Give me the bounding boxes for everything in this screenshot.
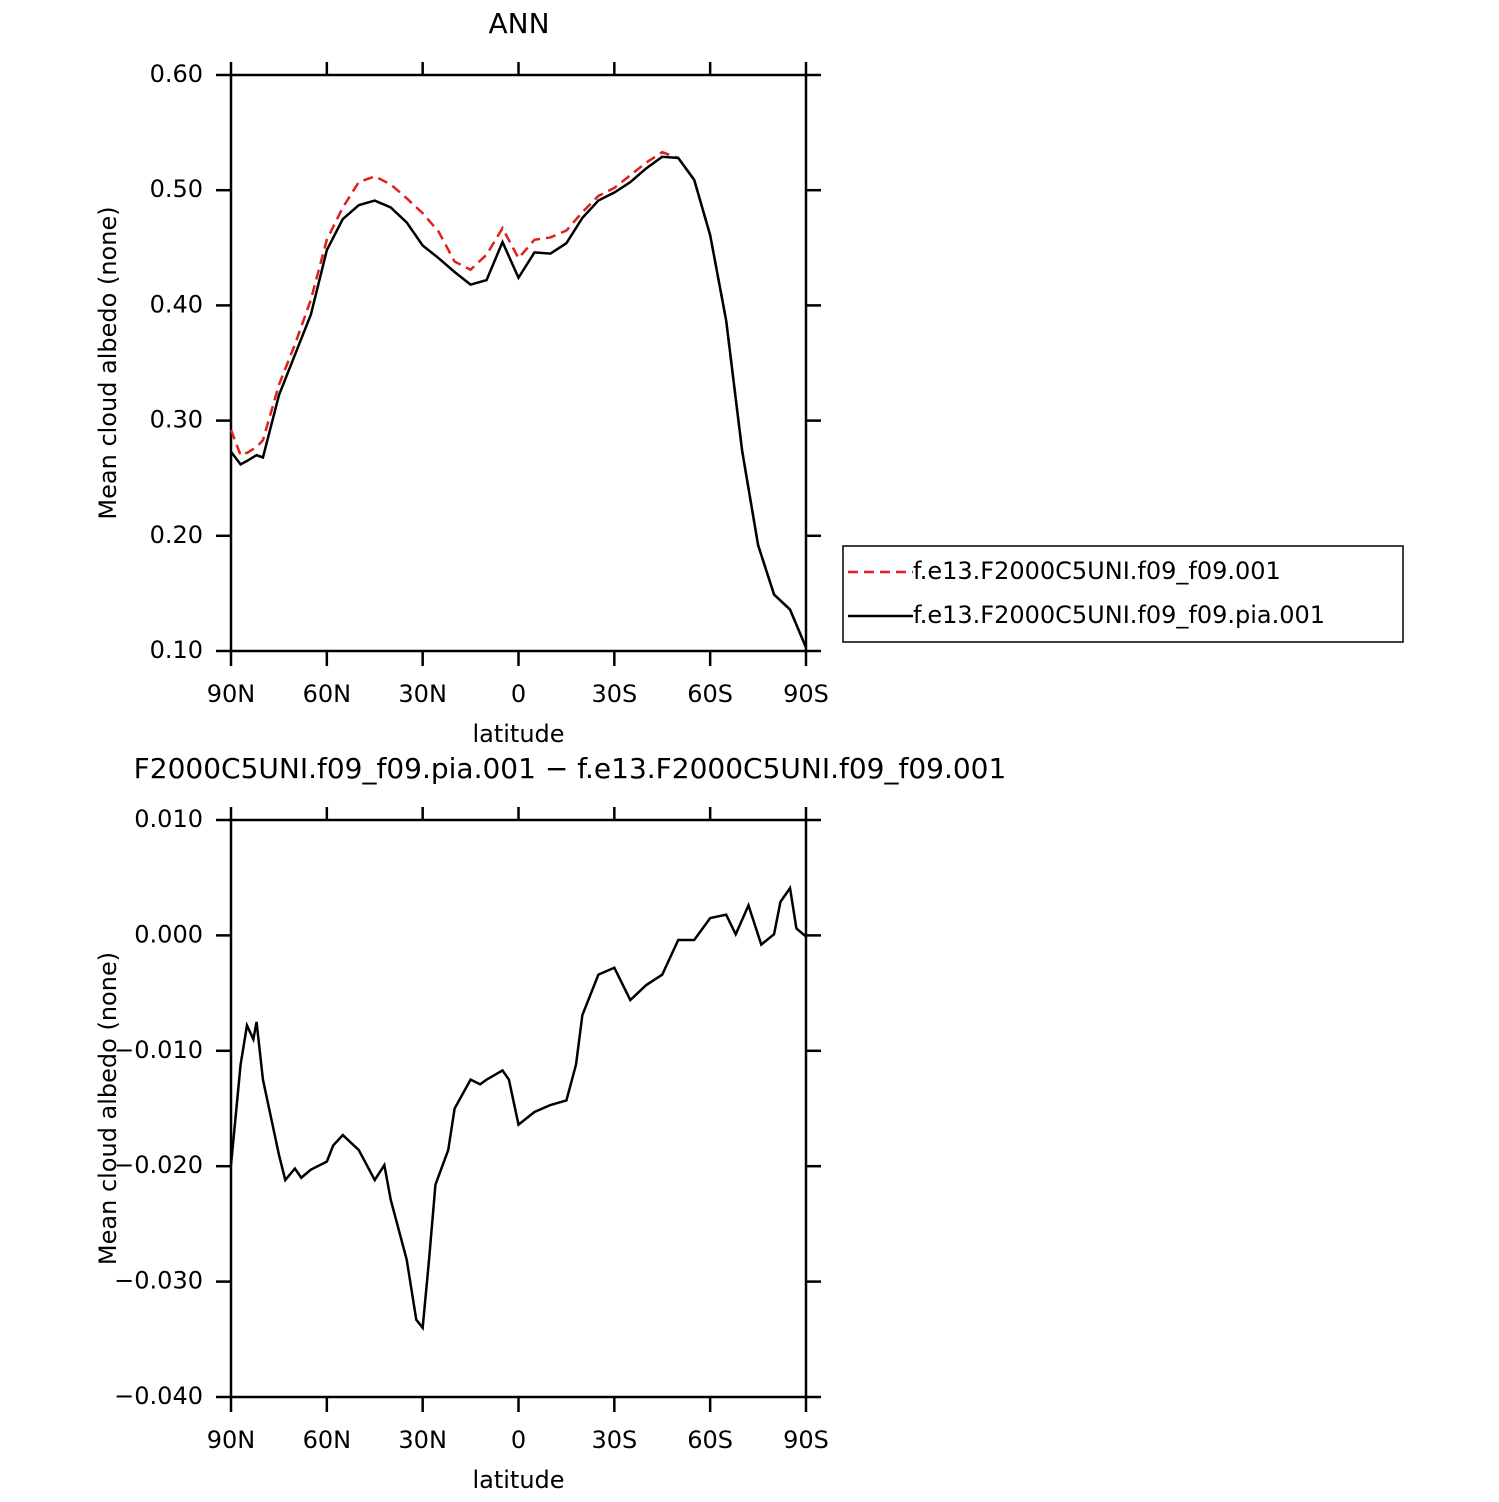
x-tick-label: 30S	[591, 1426, 637, 1454]
chart-title: ANN	[488, 7, 549, 40]
plot-frame	[229, 818, 808, 1399]
x-tick-label: 60S	[687, 1426, 733, 1454]
x-tick-label: 0	[511, 1426, 526, 1454]
y-axis-label: Mean cloud albedo (none)	[94, 206, 122, 519]
legend-box	[842, 545, 1404, 643]
x-tick-label: 0	[511, 680, 526, 708]
y-tick-label: 0.010	[134, 805, 203, 833]
legend-label: f.e13.F2000C5UNI.f09_f09.001	[913, 557, 1281, 585]
data-line	[230, 155, 808, 649]
x-tick-label: 90S	[783, 1426, 829, 1454]
y-tick-label: 0.40	[150, 290, 203, 318]
chart-title: F2000C5UNI.f09_f09.pia.001 − f.e13.F2000…	[134, 752, 1007, 785]
y-tick-label: 0.000	[134, 920, 203, 948]
x-tick-label: 90S	[783, 680, 829, 708]
y-tick-label: −0.040	[114, 1382, 203, 1410]
x-axis-label: latitude	[472, 720, 564, 748]
y-tick-label: 0.20	[150, 521, 203, 549]
x-tick-label: 90N	[207, 1426, 256, 1454]
x-tick-label: 30N	[398, 680, 447, 708]
x-tick-label: 60N	[303, 1426, 352, 1454]
y-tick-label: −0.010	[114, 1036, 203, 1064]
y-tick-label: −0.020	[114, 1151, 203, 1179]
y-axis-label: Mean cloud albedo (none)	[94, 952, 122, 1265]
y-tick-label: 0.30	[150, 406, 203, 434]
y-tick-label: −0.030	[114, 1267, 203, 1295]
x-tick-label: 30N	[398, 1426, 447, 1454]
plot-frame	[229, 73, 808, 653]
data-line	[229, 150, 808, 649]
data-line	[229, 884, 807, 1331]
y-tick-label: 0.60	[150, 60, 203, 88]
legend-label: f.e13.F2000C5UNI.f09_f09.pia.001	[913, 601, 1325, 629]
x-tick-label: 60S	[687, 680, 733, 708]
x-axis-label: latitude	[472, 1466, 564, 1494]
x-tick-label: 30S	[591, 680, 637, 708]
y-tick-label: 0.10	[150, 636, 203, 664]
y-tick-label: 0.50	[150, 175, 203, 203]
x-tick-label: 60N	[303, 680, 352, 708]
x-tick-label: 90N	[207, 680, 256, 708]
